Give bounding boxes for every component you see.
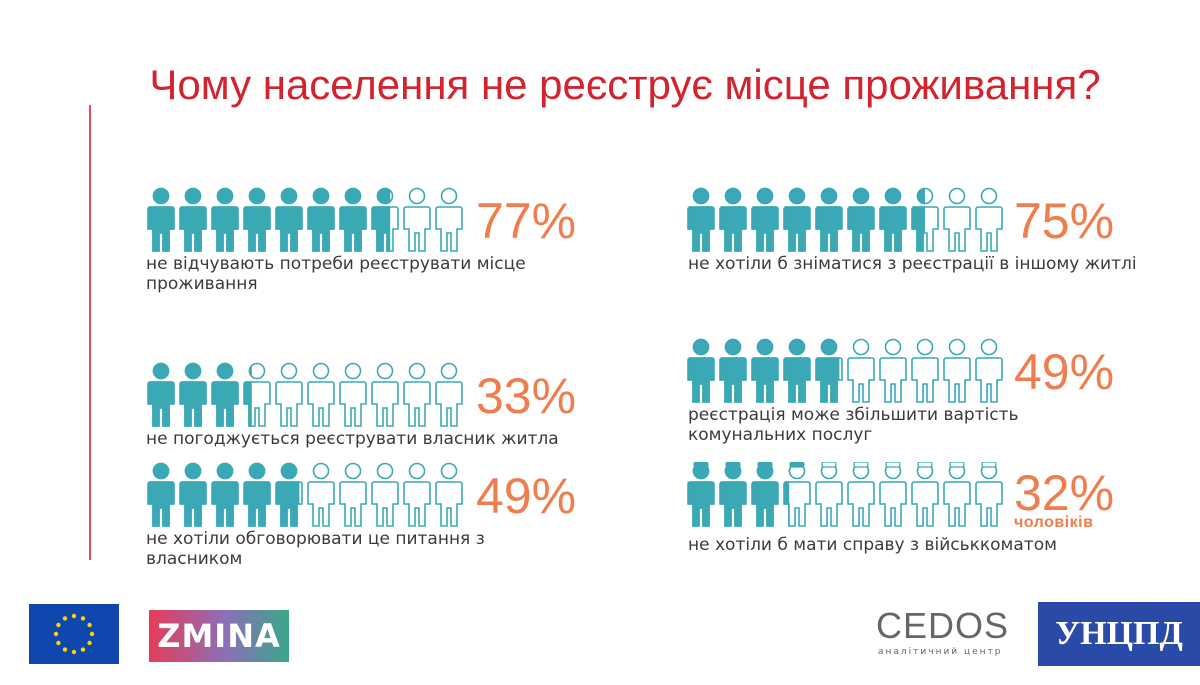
person-icon	[783, 187, 811, 252]
page-title: Чому населення не реєструє місце прожива…	[149, 61, 1101, 108]
person-icon	[435, 462, 463, 527]
person-icon	[179, 462, 207, 527]
person-icon	[719, 338, 747, 403]
percent-sublabel: чоловіків	[1014, 514, 1094, 531]
person-icon	[307, 187, 335, 252]
stat-caption: не хотіли б мати справу з військкоматом	[688, 535, 1057, 555]
unian-logo: УНЦПД	[1038, 602, 1200, 666]
person-icon	[435, 362, 463, 427]
person-icon	[403, 462, 431, 527]
person-icon	[275, 187, 303, 252]
person-icon	[403, 362, 431, 427]
person-icon	[275, 462, 303, 527]
person-icon	[815, 338, 843, 403]
person-icon	[687, 338, 715, 403]
people-pictograph	[687, 462, 1003, 527]
person-icon	[243, 462, 271, 527]
person-icon	[943, 462, 971, 527]
person-icon	[911, 187, 939, 252]
person-icon	[339, 187, 367, 252]
person-icon	[687, 187, 715, 252]
person-icon	[211, 462, 239, 527]
person-icon	[815, 187, 843, 252]
person-icon	[275, 362, 303, 427]
person-icon	[147, 187, 175, 252]
people-pictograph	[147, 362, 463, 427]
people-pictograph	[147, 462, 463, 527]
person-icon	[911, 338, 939, 403]
cedos-logo-subtitle: аналітичний центр	[878, 647, 1003, 657]
zmina-logo: ZMINA	[149, 610, 289, 662]
person-icon	[243, 362, 271, 427]
stat-caption: не хотіли обговорювати це питання з влас…	[146, 529, 485, 569]
person-icon	[179, 187, 207, 252]
person-icon	[847, 338, 875, 403]
eu-flag-logo	[29, 604, 119, 664]
person-icon	[783, 338, 811, 403]
person-icon	[783, 462, 811, 527]
person-icon	[371, 362, 399, 427]
percent-label: 32%	[1014, 465, 1115, 521]
person-icon	[943, 338, 971, 403]
stat-caption: не хотіли б зніматися з реєстрації в інш…	[688, 254, 1137, 274]
stat-caption: не погоджується реєструвати власник житл…	[146, 429, 559, 449]
zmina-logo-text: ZMINA	[157, 617, 281, 655]
percent-label: 33%	[476, 368, 577, 424]
person-icon	[687, 462, 715, 527]
people-pictograph	[687, 187, 1003, 252]
person-icon	[751, 338, 779, 403]
person-icon	[847, 187, 875, 252]
person-icon	[879, 338, 907, 403]
person-icon	[147, 462, 175, 527]
person-icon	[147, 362, 175, 427]
person-icon	[975, 187, 1003, 252]
person-icon	[879, 187, 907, 252]
percent-label: 77%	[476, 193, 577, 249]
cedos-logo: CEDOS аналітичний центр	[870, 605, 1010, 660]
eu-stars-icon	[53, 613, 95, 655]
stat-caption: не відчувають потреби реєструвати місце …	[146, 254, 526, 294]
person-icon	[975, 462, 1003, 527]
person-icon	[751, 462, 779, 527]
person-icon	[307, 362, 335, 427]
person-icon	[751, 187, 779, 252]
unian-logo-text: УНЦПД	[1055, 615, 1183, 652]
person-icon	[371, 462, 399, 527]
percent-label: 75%	[1014, 193, 1115, 249]
person-icon	[211, 362, 239, 427]
percent-label: 49%	[476, 468, 577, 524]
people-pictograph	[147, 187, 463, 252]
person-icon	[371, 187, 399, 252]
stat-caption: реєстрація може збільшити вартість комун…	[688, 405, 1019, 445]
people-pictograph	[687, 338, 1003, 403]
person-icon	[719, 462, 747, 527]
vertical-divider	[89, 105, 91, 560]
person-icon	[179, 362, 207, 427]
person-icon	[211, 187, 239, 252]
person-icon	[943, 187, 971, 252]
person-icon	[879, 462, 907, 527]
person-icon	[435, 187, 463, 252]
person-icon	[975, 338, 1003, 403]
person-icon	[815, 462, 843, 527]
person-icon	[339, 362, 367, 427]
person-icon	[847, 462, 875, 527]
percent-label: 49%	[1014, 344, 1115, 400]
person-icon	[339, 462, 367, 527]
cedos-logo-text: CEDOS	[876, 605, 1010, 646]
person-icon	[307, 462, 335, 527]
person-icon	[719, 187, 747, 252]
person-icon	[243, 187, 271, 252]
person-icon	[911, 462, 939, 527]
person-icon	[403, 187, 431, 252]
